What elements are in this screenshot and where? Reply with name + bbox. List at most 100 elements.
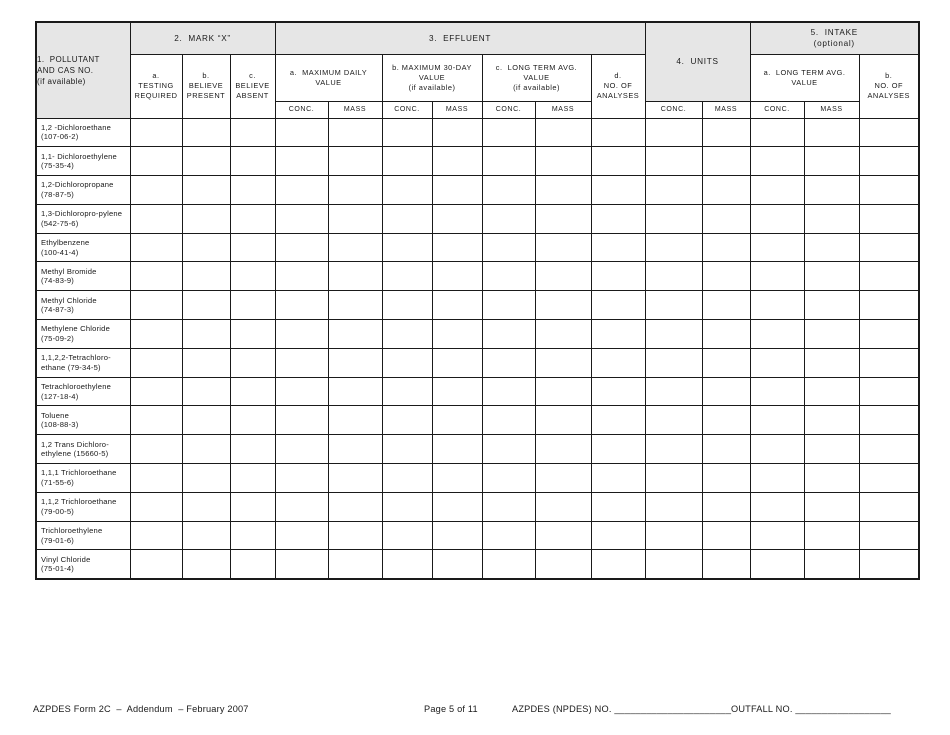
blank-cell[interactable] <box>381 405 433 436</box>
blank-cell[interactable] <box>129 117 183 148</box>
blank-cell[interactable] <box>803 463 860 493</box>
blank-cell[interactable] <box>327 491 383 522</box>
blank-cell[interactable] <box>590 146 646 177</box>
blank-cell[interactable] <box>481 203 536 234</box>
blank-cell[interactable] <box>129 232 183 263</box>
blank-cell[interactable] <box>534 347 592 378</box>
blank-cell[interactable] <box>481 232 536 263</box>
blank-cell[interactable] <box>644 146 703 177</box>
blank-cell[interactable] <box>858 549 920 580</box>
blank-cell[interactable] <box>129 347 183 378</box>
blank-cell[interactable] <box>803 347 860 378</box>
blank-cell[interactable] <box>431 376 483 407</box>
blank-cell[interactable] <box>644 290 703 321</box>
blank-cell[interactable] <box>701 463 751 493</box>
blank-cell[interactable] <box>481 261 536 292</box>
blank-cell[interactable] <box>181 290 231 321</box>
blank-cell[interactable] <box>327 146 383 177</box>
blank-cell[interactable] <box>381 175 433 205</box>
blank-cell[interactable] <box>274 491 329 522</box>
blank-cell[interactable] <box>701 232 751 263</box>
blank-cell[interactable] <box>803 146 860 177</box>
blank-cell[interactable] <box>229 232 276 263</box>
blank-cell[interactable] <box>274 117 329 148</box>
blank-cell[interactable] <box>590 319 646 349</box>
blank-cell[interactable] <box>644 520 703 551</box>
blank-cell[interactable] <box>803 520 860 551</box>
blank-cell[interactable] <box>274 520 329 551</box>
blank-cell[interactable] <box>381 232 433 263</box>
blank-cell[interactable] <box>181 347 231 378</box>
blank-cell[interactable] <box>481 175 536 205</box>
blank-cell[interactable] <box>701 319 751 349</box>
blank-cell[interactable] <box>481 405 536 436</box>
blank-cell[interactable] <box>274 549 329 580</box>
blank-cell[interactable] <box>803 549 860 580</box>
blank-cell[interactable] <box>534 376 592 407</box>
blank-cell[interactable] <box>534 520 592 551</box>
blank-cell[interactable] <box>590 232 646 263</box>
blank-cell[interactable] <box>701 117 751 148</box>
blank-cell[interactable] <box>481 520 536 551</box>
blank-cell[interactable] <box>274 463 329 493</box>
blank-cell[interactable] <box>481 463 536 493</box>
blank-cell[interactable] <box>327 117 383 148</box>
blank-cell[interactable] <box>129 520 183 551</box>
blank-cell[interactable] <box>481 549 536 580</box>
blank-cell[interactable] <box>327 376 383 407</box>
blank-cell[interactable] <box>181 175 231 205</box>
blank-cell[interactable] <box>181 463 231 493</box>
blank-cell[interactable] <box>590 405 646 436</box>
blank-cell[interactable] <box>129 405 183 436</box>
blank-cell[interactable] <box>327 203 383 234</box>
blank-cell[interactable] <box>381 146 433 177</box>
blank-cell[interactable] <box>644 463 703 493</box>
blank-cell[interactable] <box>644 319 703 349</box>
blank-cell[interactable] <box>701 376 751 407</box>
blank-cell[interactable] <box>701 520 751 551</box>
blank-cell[interactable] <box>129 203 183 234</box>
blank-cell[interactable] <box>327 290 383 321</box>
blank-cell[interactable] <box>481 290 536 321</box>
blank-cell[interactable] <box>381 434 433 465</box>
blank-cell[interactable] <box>534 261 592 292</box>
blank-cell[interactable] <box>229 319 276 349</box>
blank-cell[interactable] <box>229 347 276 378</box>
blank-cell[interactable] <box>327 405 383 436</box>
blank-cell[interactable] <box>701 146 751 177</box>
blank-cell[interactable] <box>431 232 483 263</box>
blank-cell[interactable] <box>327 319 383 349</box>
blank-cell[interactable] <box>274 232 329 263</box>
blank-cell[interactable] <box>644 376 703 407</box>
blank-cell[interactable] <box>229 290 276 321</box>
blank-cell[interactable] <box>534 290 592 321</box>
blank-cell[interactable] <box>644 434 703 465</box>
blank-cell[interactable] <box>590 491 646 522</box>
blank-cell[interactable] <box>701 549 751 580</box>
blank-cell[interactable] <box>274 203 329 234</box>
blank-cell[interactable] <box>431 491 483 522</box>
blank-cell[interactable] <box>534 491 592 522</box>
blank-cell[interactable] <box>590 520 646 551</box>
blank-cell[interactable] <box>481 117 536 148</box>
blank-cell[interactable] <box>274 405 329 436</box>
blank-cell[interactable] <box>701 290 751 321</box>
blank-cell[interactable] <box>327 347 383 378</box>
blank-cell[interactable] <box>481 434 536 465</box>
blank-cell[interactable] <box>534 232 592 263</box>
blank-cell[interactable] <box>229 261 276 292</box>
blank-cell[interactable] <box>803 175 860 205</box>
blank-cell[interactable] <box>381 463 433 493</box>
blank-cell[interactable] <box>129 434 183 465</box>
blank-cell[interactable] <box>181 232 231 263</box>
blank-cell[interactable] <box>803 376 860 407</box>
blank-cell[interactable] <box>749 376 805 407</box>
blank-cell[interactable] <box>803 491 860 522</box>
blank-cell[interactable] <box>858 319 920 349</box>
blank-cell[interactable] <box>749 175 805 205</box>
blank-cell[interactable] <box>858 232 920 263</box>
blank-cell[interactable] <box>534 434 592 465</box>
blank-cell[interactable] <box>534 319 592 349</box>
blank-cell[interactable] <box>381 319 433 349</box>
blank-cell[interactable] <box>803 232 860 263</box>
